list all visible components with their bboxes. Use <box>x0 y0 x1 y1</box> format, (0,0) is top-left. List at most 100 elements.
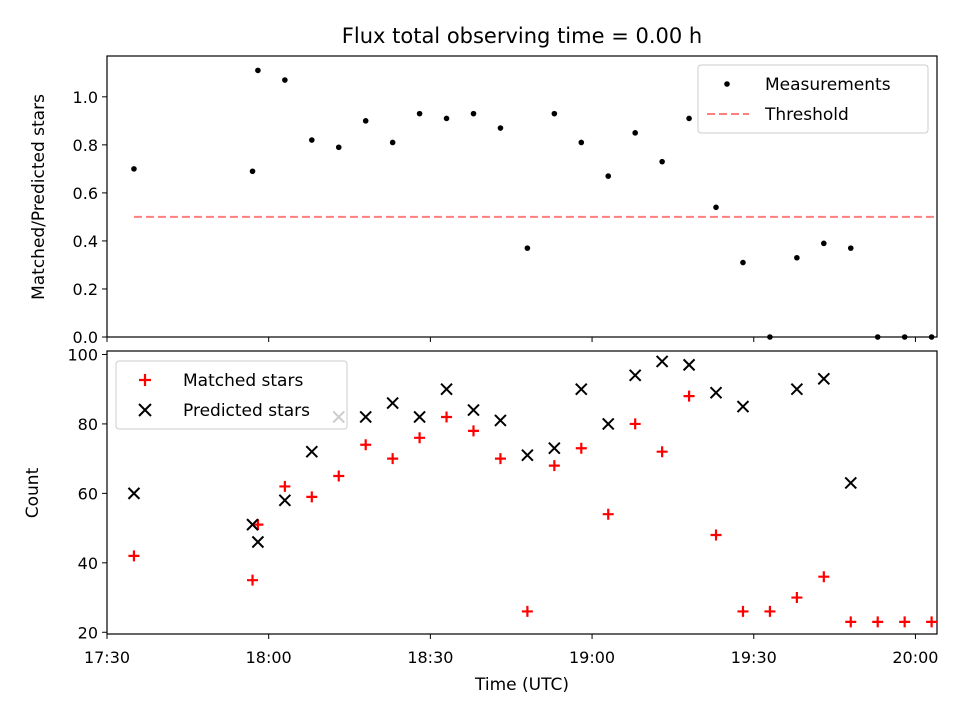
bottom-y-axis: 20 40 60 80 100 <box>67 345 107 642</box>
matched-stars-point <box>467 425 479 437</box>
measurement-point <box>497 125 504 131</box>
predicted-stars-point <box>628 369 642 382</box>
measurement-point <box>249 168 256 175</box>
measurement-point <box>335 144 342 151</box>
legend-predicted-label: Predicted stars <box>183 401 310 421</box>
measurement-point <box>847 245 854 251</box>
predicted-stars-point <box>817 372 831 385</box>
matched-stars-point <box>387 453 399 465</box>
matched-stars-point <box>521 605 533 617</box>
bottom-ytick-label: 100 <box>67 345 98 364</box>
bottom-ytick-label: 20 <box>78 623 98 642</box>
bottom-x-axis: 17:30 18:00 18:30 19:00 19:30 20:00 <box>84 634 938 667</box>
matched-stars-point <box>602 508 614 520</box>
matched-stars-point <box>872 616 884 628</box>
predicted-stars-point <box>413 410 426 424</box>
measurement-point <box>362 118 369 124</box>
top-data-marks <box>131 67 937 340</box>
top-ytick-label: 0.2 <box>73 280 98 299</box>
measurement-point <box>389 139 396 146</box>
matched-stars-point <box>710 529 722 541</box>
predicted-stars-point <box>278 494 292 507</box>
matched-stars-point <box>441 411 453 423</box>
predicted-stars-point <box>521 448 534 462</box>
predicted-stars-point <box>467 403 480 417</box>
bottom-ytick-label: 80 <box>78 415 98 434</box>
predicted-stars-point <box>359 410 372 424</box>
matched-stars-point <box>128 550 140 562</box>
matched-stars-point <box>629 418 641 430</box>
matched-stars-point <box>414 432 426 444</box>
top-ytick-label: 0.4 <box>73 232 98 251</box>
measurement-point <box>443 115 450 122</box>
predicted-stars-point <box>386 396 399 410</box>
bottom-xtick-label: 19:00 <box>569 648 615 667</box>
matched-stars-point <box>575 442 587 454</box>
matched-stars-point <box>306 491 318 503</box>
matched-stars-point <box>818 571 830 583</box>
top-y-axis: 0.0 0.2 0.4 0.6 0.8 1.0 <box>73 88 107 347</box>
measurement-point <box>821 240 827 247</box>
measurement-point <box>524 245 531 251</box>
top-x-axis <box>106 337 916 342</box>
predicted-stars-point <box>246 518 259 531</box>
matched-stars-point <box>360 439 372 451</box>
measurement-point <box>470 110 477 117</box>
top-ytick-label: 0.6 <box>73 184 98 203</box>
measurement-point <box>686 115 692 122</box>
predicted-stars-point <box>709 386 723 399</box>
bottom-data-marks <box>127 355 938 628</box>
measurement-point <box>416 110 423 117</box>
measurement-point <box>578 139 585 146</box>
matched-stars-point <box>494 453 506 465</box>
matched-stars-point <box>333 470 345 482</box>
bottom-ytick-label: 60 <box>78 484 98 503</box>
bottom-y-axis-label: Count <box>23 467 43 518</box>
measurement-point <box>901 334 908 340</box>
legend-matched-marker <box>139 374 151 386</box>
bottom-ytick-label: 40 <box>78 554 98 573</box>
bottom-legend: Matched stars Predicted stars <box>115 360 348 430</box>
legend-measurements-label: Measurements <box>765 75 891 95</box>
top-y-axis-label: Matched/Predicted stars <box>29 94 49 300</box>
matched-stars-point <box>926 616 938 628</box>
legend-threshold-label: Threshold <box>764 105 849 125</box>
predicted-stars-point <box>844 476 857 490</box>
bottom-xtick-label: 19:30 <box>731 648 777 667</box>
top-ytick-label: 0.0 <box>73 328 98 347</box>
predicted-stars-point <box>655 355 669 368</box>
measurement-point <box>659 158 665 165</box>
measurement-point <box>632 130 638 136</box>
measurement-point <box>794 254 800 261</box>
legend-predicted-marker <box>138 403 152 417</box>
chart-title: Flux total observing time = 0.00 h <box>342 24 702 48</box>
measurement-point <box>282 77 288 83</box>
predicted-stars-point <box>494 414 507 427</box>
measurement-point <box>767 334 773 340</box>
x-axis-label: Time (UTC) <box>474 675 569 695</box>
predicted-stars-point <box>736 400 750 413</box>
predicted-stars-point <box>251 535 265 549</box>
bottom-xtick-label: 20:00 <box>892 648 938 667</box>
bottom-panel: 20 40 60 80 100 17:30 18:00 18:30 19:00 19:30 20:… <box>23 345 938 695</box>
measurement-point <box>131 166 137 172</box>
legend-matched-label: Matched stars <box>183 371 303 391</box>
matched-stars-point <box>279 480 291 492</box>
measurement-point <box>713 204 719 211</box>
matched-stars-point <box>737 605 749 617</box>
matched-stars-point <box>845 616 857 628</box>
matched-stars-point <box>899 616 911 628</box>
top-legend: Measurements Threshold <box>697 64 929 134</box>
top-panel: 0.0 0.2 0.4 0.6 0.8 1.0 Matched/Predicted sta… <box>29 55 938 347</box>
measurement-point <box>740 259 746 266</box>
matched-stars-point <box>252 519 264 531</box>
predicted-stars-point <box>548 442 561 455</box>
matched-stars-point <box>656 446 668 458</box>
bottom-xtick-label: 17:30 <box>84 648 130 667</box>
measurement-point <box>874 334 881 340</box>
matched-stars-point <box>791 592 803 604</box>
top-ytick-label: 0.8 <box>73 136 98 155</box>
matched-stars-point <box>683 390 695 402</box>
measurement-point <box>309 137 315 143</box>
